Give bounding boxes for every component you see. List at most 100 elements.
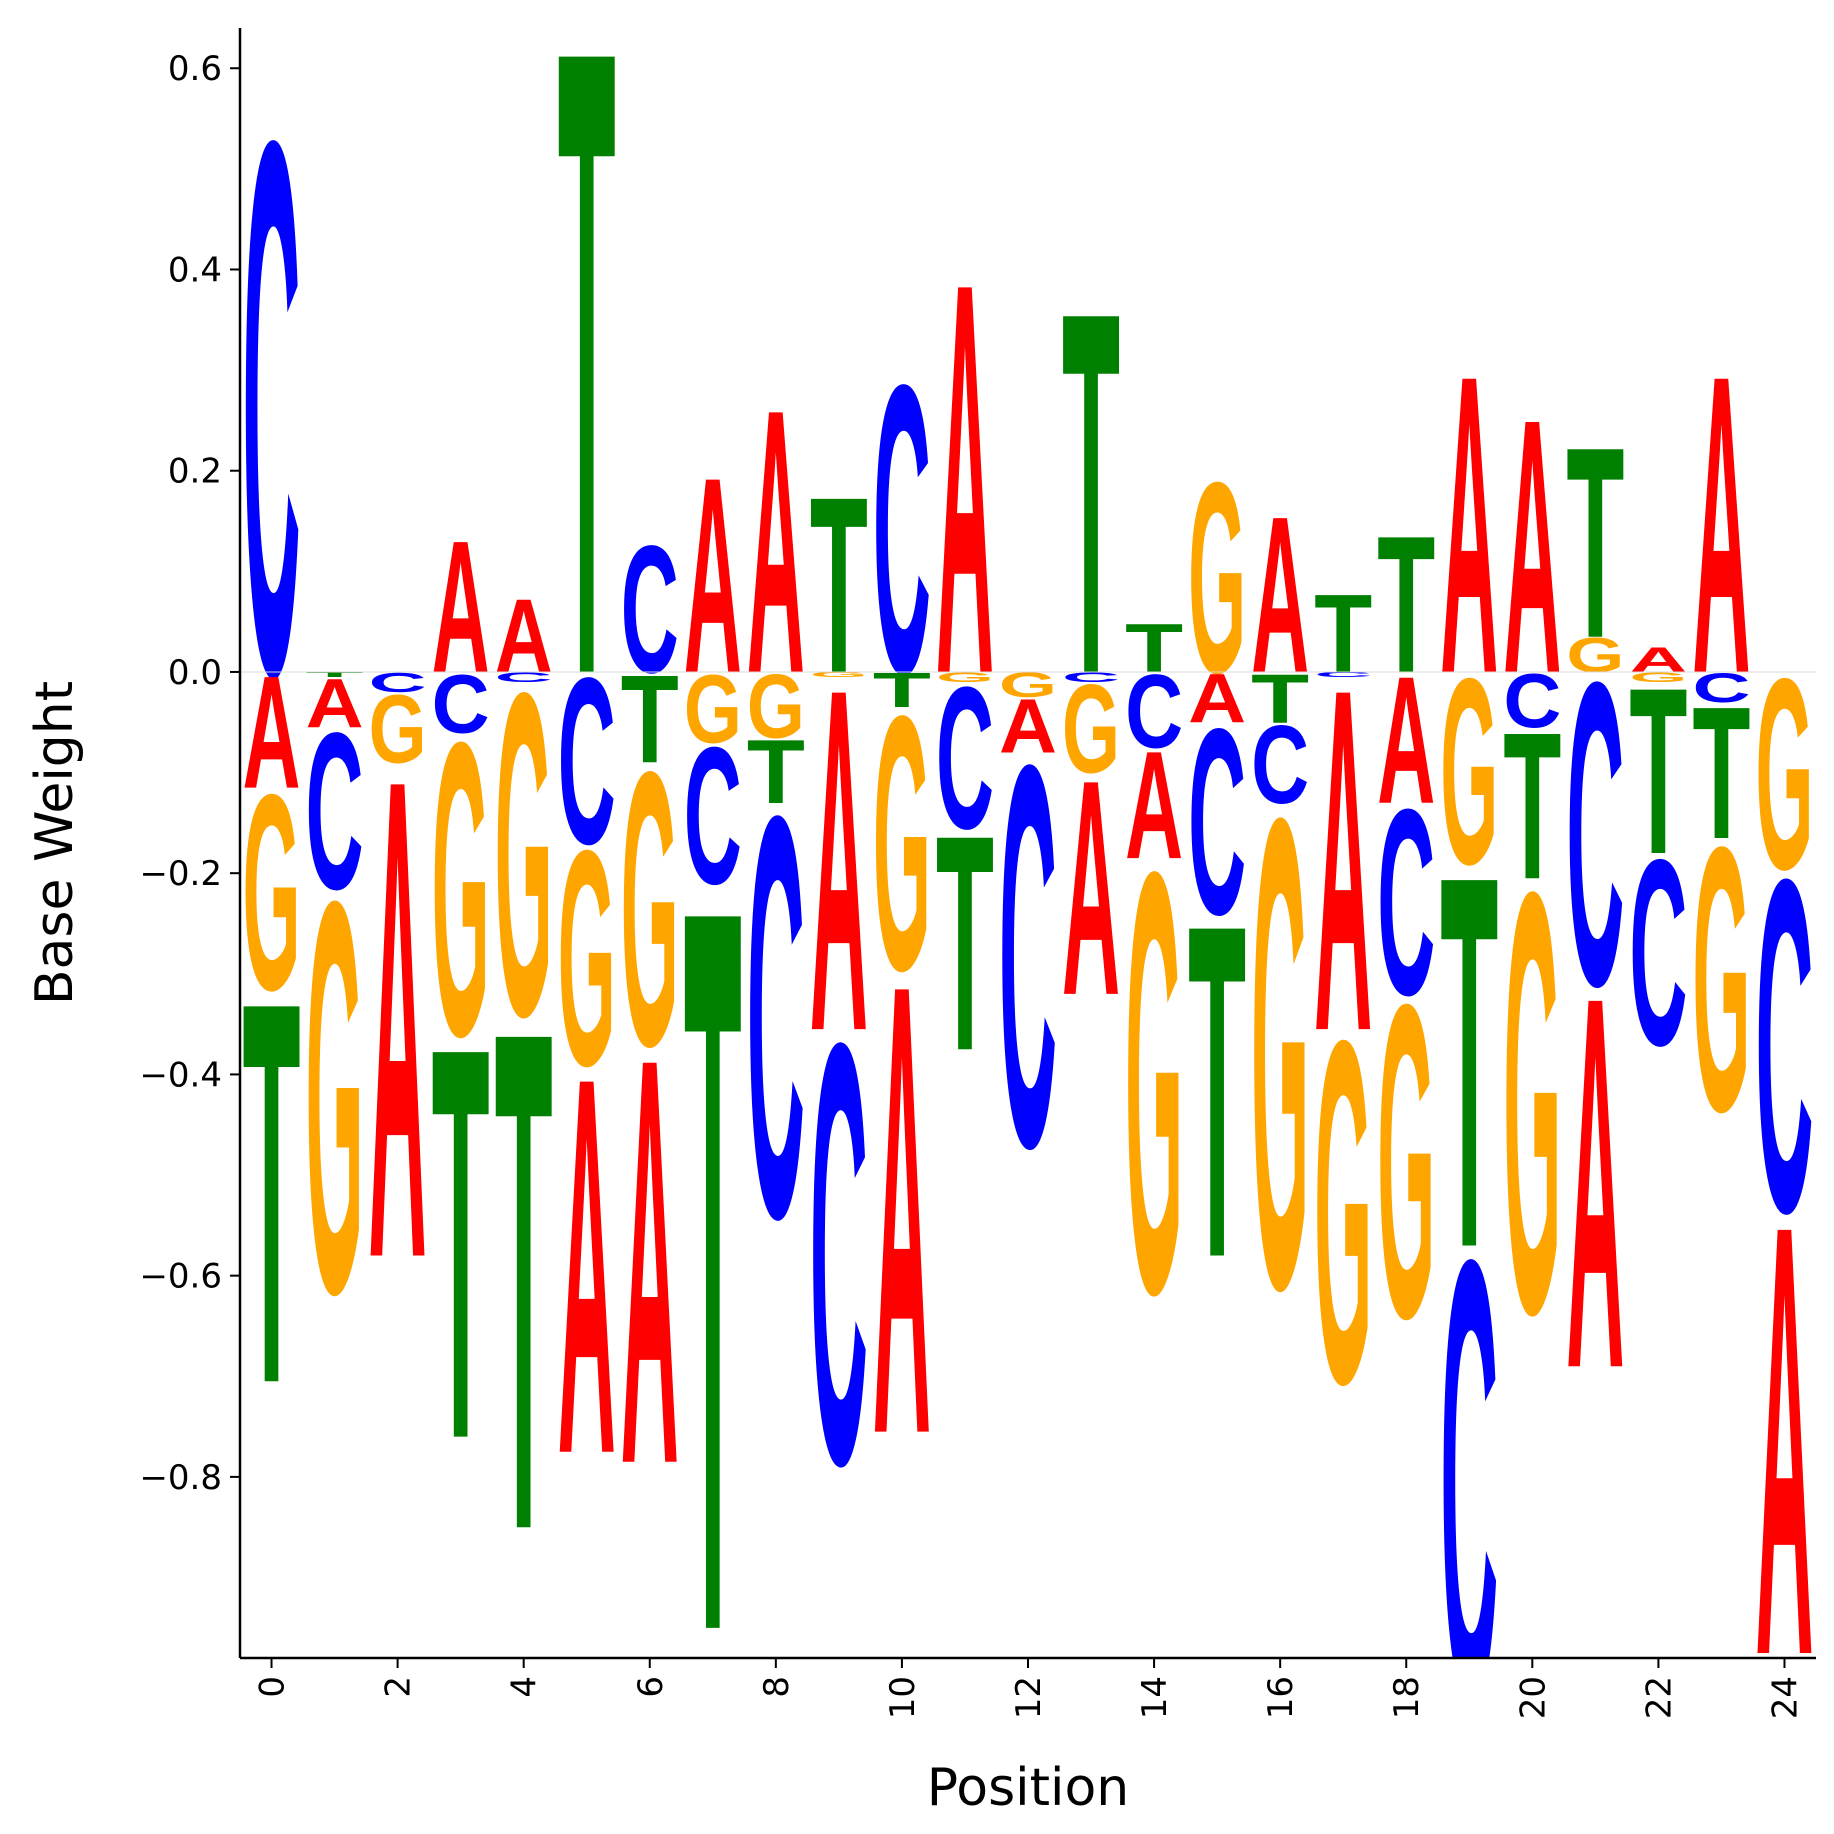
- logo-letter-G-pos-23: G: [1692, 768, 1750, 1190]
- logo-letter-A-pos-13: A: [1062, 716, 1120, 1059]
- logo-letter-G-pos-11: G: [936, 670, 994, 686]
- logo-letter-C-pos-17: C: [1314, 671, 1372, 679]
- logo-letter-G-pos-10: G: [873, 640, 931, 1046]
- logo-letter-A-pos-6: A: [621, 936, 679, 1585]
- x-tick-label: 24: [1765, 1676, 1805, 1719]
- logo-letter-C-pos-8: C: [747, 697, 805, 1337]
- logo-letter-G-pos-17: G: [1314, 940, 1372, 1487]
- logo-letter-C-pos-6: C: [621, 508, 679, 711]
- logo-letter-T-pos-21: T: [1566, 391, 1624, 695]
- logo-letter-A-pos-14: A: [1125, 719, 1183, 891]
- logo-letter-G-pos-20: G: [1503, 766, 1561, 1438]
- logo-letter-A-pos-12: A: [999, 683, 1057, 769]
- logo-letter-T-pos-22: T: [1629, 639, 1687, 904]
- x-ticks: 0 2 4 6 8 10 12 14 16 18 20 22 24: [253, 1658, 1805, 1719]
- logo-letter-C-pos-7: C: [684, 707, 742, 925]
- logo-letter-G-pos-18: G: [1377, 911, 1435, 1410]
- y-tick-label: 0.6: [168, 49, 222, 89]
- logo-letter-C-pos-1: C: [306, 686, 364, 936]
- logo-letter-C-pos-18: C: [1377, 753, 1435, 1051]
- x-axis-title: Position: [927, 1758, 1129, 1818]
- x-tick-label: 6: [631, 1676, 671, 1698]
- logo-letter-C-pos-22: C: [1629, 803, 1687, 1101]
- logo-letter-T-pos-20: T: [1503, 690, 1561, 923]
- logo-letter-A-pos-24: A: [1755, 1096, 1813, 1783]
- logo-letter-G-pos-3: G: [432, 654, 490, 1123]
- logo-letters: CAGTTACGCGAACGTACGTTCGACTGAAGCTAGTCTGACC…: [243, 0, 1814, 1834]
- logo-letter-G-pos-4: G: [495, 597, 553, 1112]
- logo-letter-G-pos-0: G: [243, 737, 301, 1049]
- logo-letter-A-pos-20: A: [1503, 343, 1561, 749]
- logo-letter-A-pos-1: A: [306, 664, 364, 742]
- logo-letter-C-pos-19: C: [1440, 1129, 1498, 1832]
- logo-letter-C-pos-21: C: [1566, 593, 1624, 1077]
- logo-letter-G-pos-6: G: [621, 690, 679, 1128]
- logo-letter-T-pos-4: T: [495, 882, 553, 1678]
- x-tick-label: 10: [883, 1676, 923, 1719]
- logo-letter-G-pos-13: G: [1062, 658, 1120, 799]
- logo-letter-T-pos-1: T: [306, 671, 364, 679]
- logo-letter-A-pos-7: A: [684, 419, 742, 732]
- x-tick-label: 18: [1387, 1676, 1427, 1719]
- logo-letter-C-pos-3: C: [432, 658, 490, 751]
- logo-letter-C-pos-0: C: [243, 0, 301, 834]
- logo-letter-C-pos-15: C: [1188, 672, 1246, 970]
- y-axis-title: Base Weight: [25, 681, 85, 1005]
- logo-letter-G-pos-1: G: [306, 785, 364, 1410]
- logo-letter-C-pos-16: C: [1251, 702, 1309, 827]
- logo-letter-T-pos-3: T: [432, 931, 490, 1556]
- logo-letter-A-pos-22: A: [1629, 641, 1687, 680]
- logo-letter-G-pos-21: G: [1566, 629, 1624, 683]
- logo-letter-C-pos-24: C: [1755, 782, 1813, 1312]
- x-tick-label: 14: [1135, 1676, 1175, 1719]
- logo-letter-T-pos-0: T: [243, 888, 301, 1497]
- logo-letter-G-pos-9: G: [810, 671, 868, 679]
- logo-letter-A-pos-11: A: [936, 167, 994, 791]
- x-tick-label: 4: [505, 1676, 545, 1698]
- logo-letter-T-pos-5: T: [558, 0, 616, 862]
- x-tick-label: 16: [1261, 1676, 1301, 1719]
- logo-letter-T-pos-11: T: [936, 772, 994, 1115]
- logo-letter-A-pos-8: A: [747, 330, 805, 752]
- logo-letter-G-pos-19: G: [1440, 623, 1498, 920]
- x-tick-label: 8: [757, 1676, 797, 1698]
- logo-letter-T-pos-15: T: [1188, 826, 1246, 1357]
- logo-letter-G-pos-24: G: [1755, 623, 1813, 927]
- logo-letter-A-pos-2: A: [369, 638, 427, 1402]
- logo-letter-T-pos-10: T: [873, 664, 931, 718]
- y-tick-label: 0.2: [168, 452, 222, 492]
- logo-letter-C-pos-13: C: [1062, 670, 1120, 686]
- y-tick-label: −0.6: [139, 1257, 222, 1297]
- logo-letter-A-pos-4: A: [495, 577, 553, 695]
- x-tick-label: 20: [1513, 1676, 1553, 1719]
- x-tick-label: 0: [253, 1676, 293, 1698]
- logo-letter-A-pos-19: A: [1440, 286, 1498, 763]
- logo-letter-A-pos-3: A: [432, 501, 490, 712]
- logo-letter-T-pos-14: T: [1125, 609, 1183, 687]
- x-tick-label: 22: [1639, 1676, 1679, 1719]
- x-tick-label: 12: [1009, 1676, 1049, 1719]
- y-ticks: 0.6 0.4 0.2 0.0 −0.2 −0.4 −0.6 −0.8: [139, 49, 240, 1498]
- y-tick-label: −0.4: [139, 1055, 222, 1095]
- y-tick-label: 0.0: [168, 653, 222, 693]
- logo-letter-T-pos-23: T: [1692, 667, 1750, 878]
- logo-letter-T-pos-13: T: [1062, 203, 1120, 782]
- logo-letter-G-pos-22: G: [1629, 670, 1687, 686]
- logo-letter-G-pos-5: G: [558, 787, 616, 1131]
- logo-letter-C-pos-12: C: [999, 651, 1057, 1261]
- logo-letter-A-pos-17: A: [1314, 588, 1372, 1134]
- logo-letter-C-pos-4: C: [495, 670, 553, 686]
- logo-letter-C-pos-11: C: [936, 644, 994, 871]
- x-tick-label: 2: [379, 1676, 419, 1698]
- logo-letter-C-pos-9: C: [810, 918, 868, 1589]
- logo-letter-T-pos-9: T: [810, 446, 868, 727]
- logo-letter-A-pos-23: A: [1692, 286, 1750, 763]
- logo-letter-G-pos-2: G: [369, 675, 427, 784]
- logo-letter-G-pos-15: G: [1188, 426, 1246, 730]
- logo-letter-A-pos-9: A: [810, 588, 868, 1134]
- y-tick-label: −0.2: [139, 854, 222, 894]
- logo-letter-T-pos-7: T: [684, 691, 742, 1834]
- logo-letter-T-pos-8: T: [747, 721, 805, 823]
- logo-letter-T-pos-18: T: [1377, 495, 1435, 714]
